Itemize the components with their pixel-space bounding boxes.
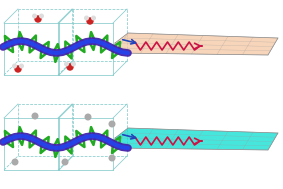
Circle shape — [85, 114, 91, 120]
Circle shape — [32, 113, 38, 119]
Circle shape — [20, 64, 23, 68]
Circle shape — [33, 14, 36, 18]
Circle shape — [62, 159, 68, 165]
Circle shape — [67, 64, 73, 70]
Polygon shape — [115, 33, 278, 55]
Circle shape — [87, 18, 93, 24]
Circle shape — [72, 62, 75, 66]
Circle shape — [13, 64, 16, 68]
Circle shape — [40, 14, 43, 18]
Polygon shape — [115, 128, 278, 150]
Circle shape — [109, 121, 115, 127]
Circle shape — [92, 16, 95, 20]
Circle shape — [15, 66, 21, 72]
Circle shape — [12, 159, 18, 165]
Circle shape — [35, 16, 41, 22]
Circle shape — [65, 62, 68, 66]
Circle shape — [109, 155, 115, 161]
Circle shape — [85, 16, 88, 20]
